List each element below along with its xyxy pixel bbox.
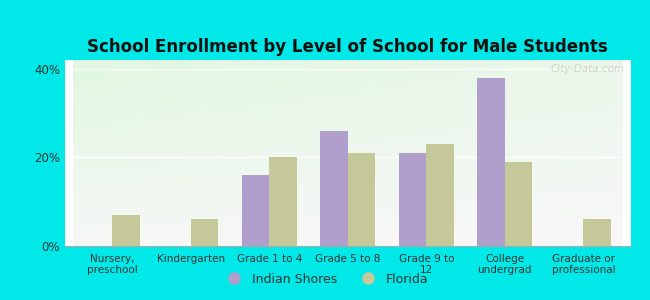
Bar	[477, 78, 505, 246]
Bar	[584, 219, 611, 246]
Bar	[242, 175, 269, 246]
Bar	[112, 215, 140, 246]
Bar	[190, 219, 218, 246]
Bar	[505, 162, 532, 246]
Legend: Indian Shores, Florida: Indian Shores, Florida	[216, 268, 434, 291]
Bar	[399, 153, 426, 246]
Bar	[426, 144, 454, 246]
Bar	[320, 131, 348, 246]
Bar	[348, 153, 375, 246]
Bar	[269, 158, 296, 246]
Text: City-Data.com: City-Data.com	[551, 64, 625, 74]
Title: School Enrollment by Level of School for Male Students: School Enrollment by Level of School for…	[87, 38, 608, 56]
